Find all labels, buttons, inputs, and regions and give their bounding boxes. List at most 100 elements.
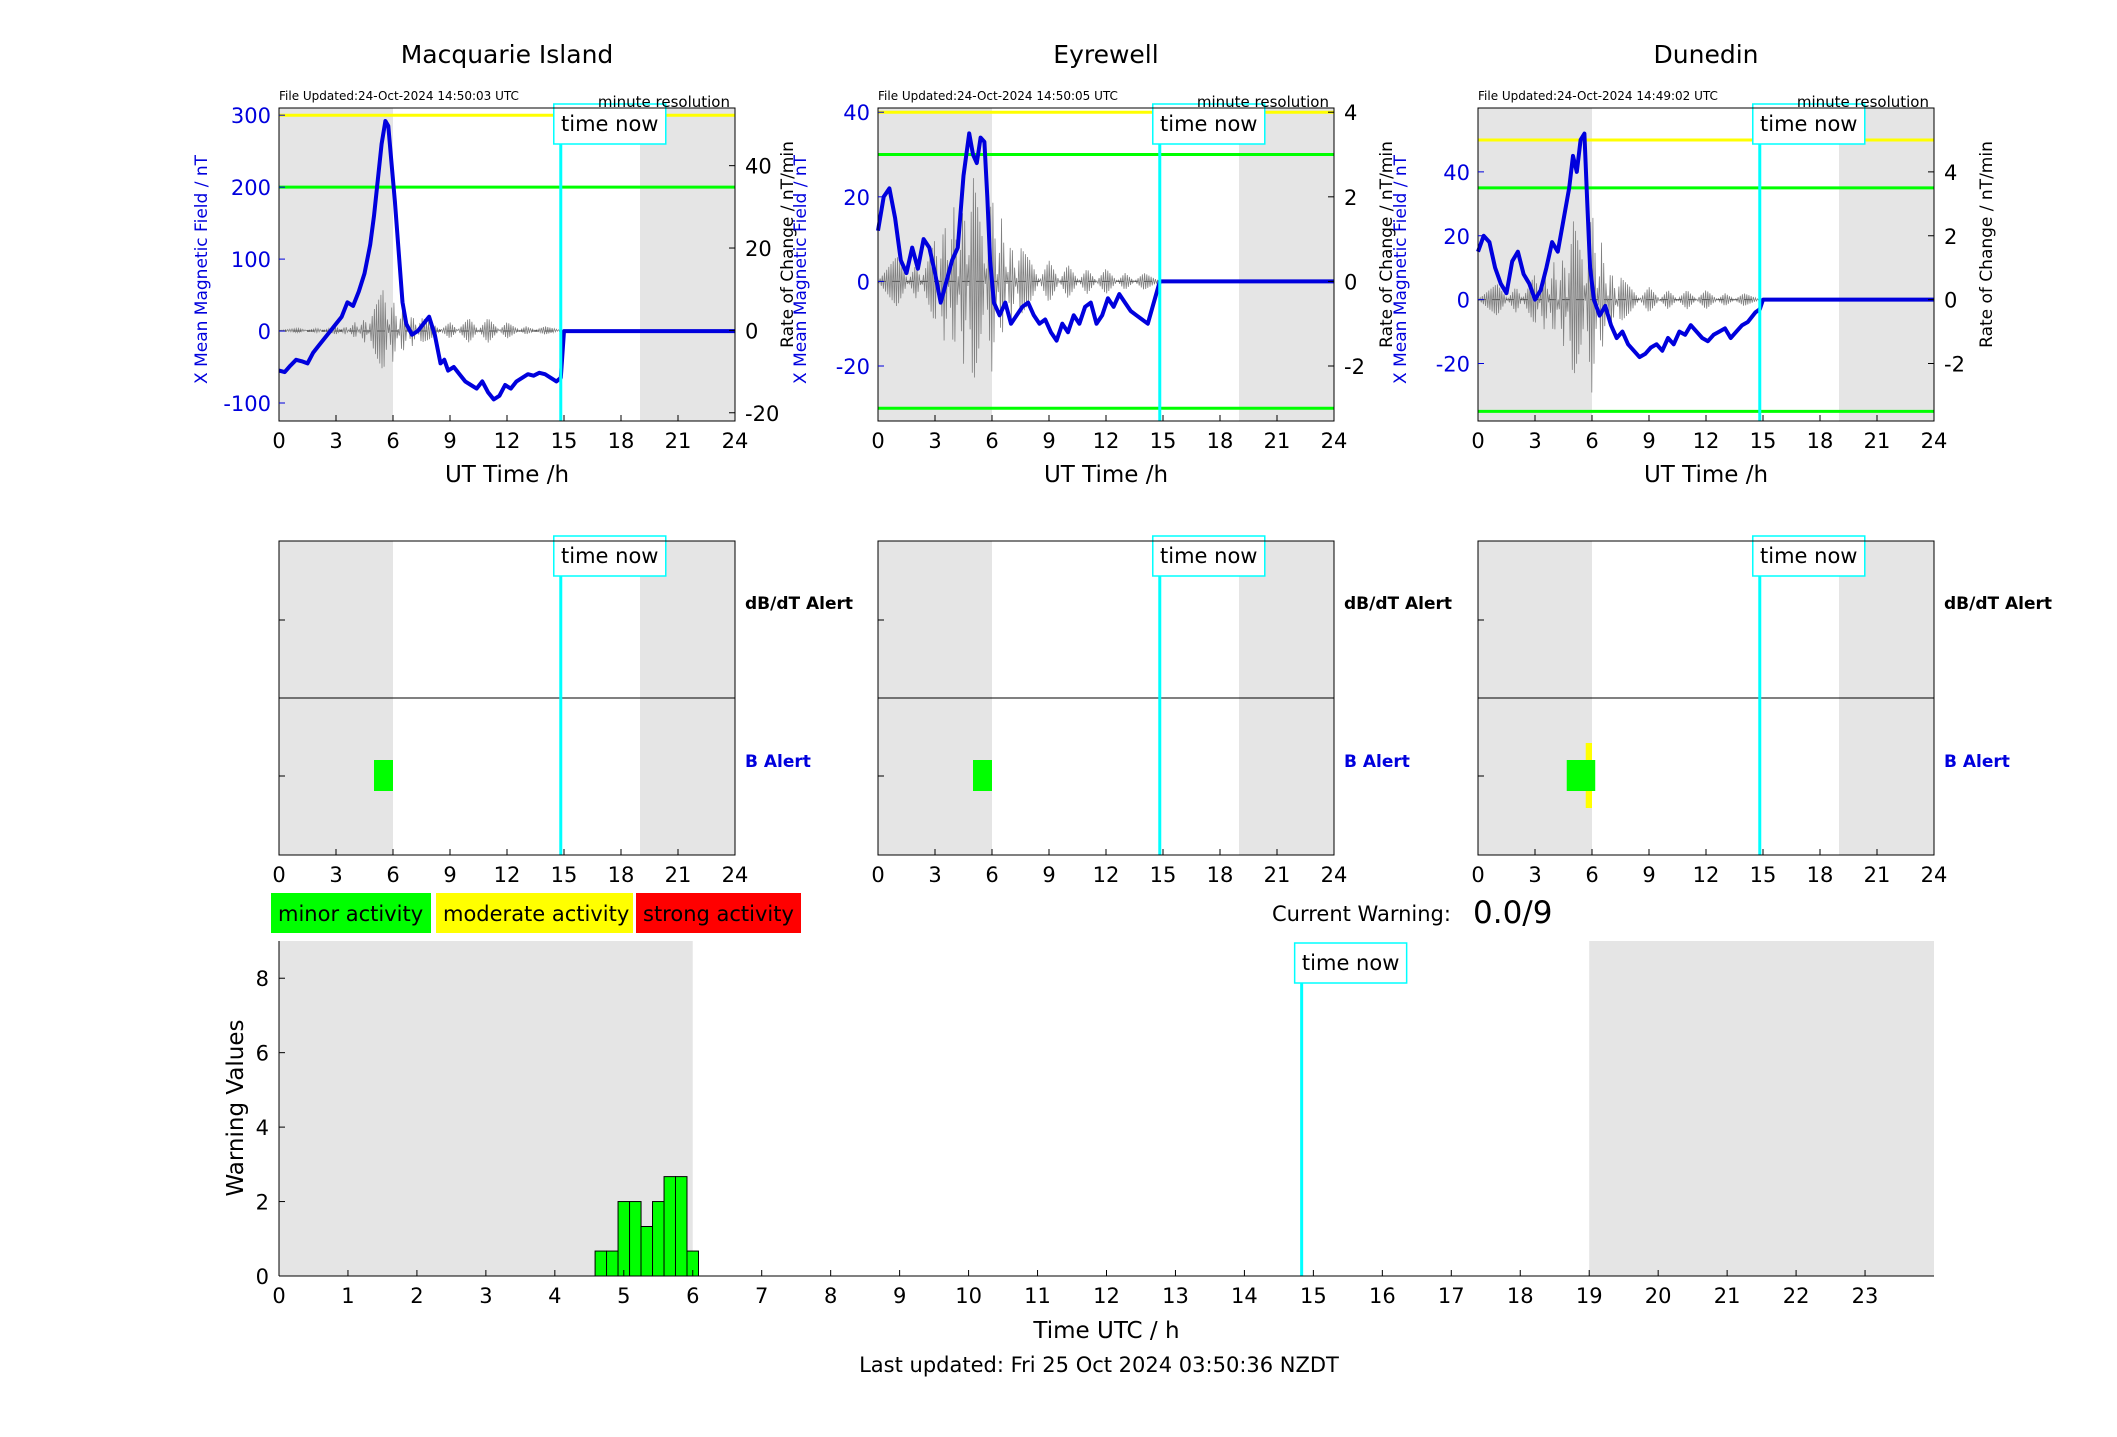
legend-strong-label: strong activity (643, 902, 794, 926)
x-tick-label: 14 (1231, 1284, 1258, 1308)
x-tick-label: 3 (928, 863, 941, 887)
left-y-axis-label: X Mean Magnetic Field / nT (791, 154, 811, 384)
resolution-label: minute resolution (598, 93, 730, 111)
x-tick-label: 12 (494, 429, 521, 453)
left-y-axis-label: X Mean Magnetic Field / nT (1391, 154, 1411, 384)
x-tick-label: 24 (1321, 429, 1348, 453)
right-y-tick-label: 4 (1344, 101, 1357, 125)
x-tick-label: 21 (665, 863, 692, 887)
b-alert-minor-block (973, 760, 992, 791)
x-tick-label: 15 (1750, 429, 1777, 453)
x-tick-label: 0 (1471, 863, 1484, 887)
station-title: Eyrewell (1053, 40, 1158, 69)
resolution-label: minute resolution (1797, 93, 1929, 111)
right-y-tick-label: 2 (1344, 186, 1357, 210)
alert-panel: time now 0 3 6 9 12 15 18 21 24 dB/dT Alert B Alert (871, 535, 1452, 887)
last-updated: Last updated: Fri 25 Oct 2024 03:50:36 N… (859, 1353, 1339, 1377)
y-tick-label: 0 (256, 1265, 269, 1289)
x-tick-label: 12 (1093, 429, 1120, 453)
resolution-label: minute resolution (1197, 93, 1329, 111)
x-tick-label: 23 (1852, 1284, 1879, 1308)
x-tick-label: 0 (871, 863, 884, 887)
time-now-box (1152, 535, 1266, 577)
time-now-box (1152, 103, 1266, 145)
left-y-tick-label: -20 (1436, 353, 1470, 377)
right-y-tick-label: 0 (1944, 289, 1957, 313)
right-y-tick-label: 2 (1944, 225, 1957, 249)
x-tick-label: 24 (722, 429, 749, 453)
x-tick-label: 21 (665, 429, 692, 453)
warning-bar (629, 1201, 642, 1277)
x-tick-label: 12 (1693, 863, 1720, 887)
warning-bar (640, 1225, 654, 1277)
file-updated: File Updated:24-Oct-2024 14:50:05 UTC (878, 89, 1118, 103)
x-tick-label: 24 (1921, 863, 1948, 887)
legend-minor-swatch (271, 893, 431, 933)
x-tick-label: 9 (443, 863, 456, 887)
x-tick-label: 15 (1150, 429, 1177, 453)
x-tick-label: 15 (1750, 863, 1777, 887)
x-tick-label: 9 (1642, 429, 1655, 453)
time-now-box (1752, 103, 1866, 145)
x-tick-label: 3 (1528, 863, 1541, 887)
x-tick-label: 22 (1783, 1284, 1810, 1308)
station-panel-0: Macquarie Island time now 0 3 6 9 12 15 18 21 24 UT… (192, 40, 853, 887)
x-tick-label: 0 (1471, 429, 1484, 453)
x-tick-label: 3 (329, 429, 342, 453)
x-tick-label: 4 (548, 1284, 561, 1308)
dbdt-alert-label: dB/dT Alert (1944, 594, 2052, 614)
x-tick-label: 12 (494, 863, 521, 887)
rate-of-change-series (278, 290, 561, 369)
x-tick-label: 19 (1576, 1284, 1603, 1308)
right-y-tick-label: 20 (745, 237, 772, 261)
x-tick-label: 21 (1264, 429, 1291, 453)
x-tick-label: 15 (1150, 863, 1177, 887)
right-y-axis-label: Rate of Change / nT/min (778, 141, 798, 348)
warning-bar (674, 1176, 688, 1277)
rate-of-change-series (877, 178, 1160, 378)
left-y-tick-label: 200 (231, 176, 271, 200)
current-warning-value: 0.0/9 (1473, 895, 1552, 931)
left-y-tick-label: 0 (1457, 289, 1470, 313)
x-tick-label: 9 (1042, 429, 1055, 453)
time-now-label: time now (1302, 951, 1399, 975)
time-now-label: time now (1760, 544, 1857, 568)
left-y-tick-label: 0 (258, 320, 271, 344)
x-tick-label: 12 (1693, 429, 1720, 453)
x-tick-label: 21 (1264, 863, 1291, 887)
x-tick-label: 24 (1921, 429, 1948, 453)
x-tick-label: 3 (479, 1284, 492, 1308)
x-tick-label: 0 (871, 429, 884, 453)
b-alert-label: B Alert (1344, 752, 1410, 772)
b-alert-label: B Alert (745, 752, 811, 772)
x-tick-label: 18 (1807, 429, 1834, 453)
night-shade (1239, 108, 1334, 421)
right-y-tick-label: 40 (745, 155, 772, 179)
y-axis-label: Warning Values (223, 1019, 249, 1196)
x-tick-label: 7 (755, 1284, 768, 1308)
left-y-tick-label: 0 (857, 270, 870, 294)
time-now-label: time now (561, 112, 658, 136)
left-y-tick-label: 40 (843, 101, 870, 125)
warning-bar (663, 1176, 677, 1277)
x-tick-label: 9 (443, 429, 456, 453)
x-tick-label: 15 (551, 429, 578, 453)
x-tick-label: 3 (928, 429, 941, 453)
right-y-tick-label: -20 (745, 402, 779, 426)
warning-bar (617, 1201, 631, 1277)
magnetic-field-series (278, 119, 735, 402)
dbdt-alert-label: dB/dT Alert (745, 594, 853, 614)
time-now-label: time now (561, 544, 658, 568)
b-alert-minor-block (1566, 760, 1596, 791)
warning-bar (652, 1201, 665, 1277)
x-tick-label: 15 (551, 863, 578, 887)
left-y-tick-label: 20 (1443, 225, 1470, 249)
x-tick-label: 6 (1585, 429, 1598, 453)
x-tick-label: 6 (386, 863, 399, 887)
x-tick-label: 6 (985, 429, 998, 453)
x-tick-label: 18 (1807, 863, 1834, 887)
x-tick-label: 2 (410, 1284, 423, 1308)
night-shade (640, 108, 735, 421)
file-updated: File Updated:24-Oct-2024 14:50:03 UTC (279, 89, 519, 103)
